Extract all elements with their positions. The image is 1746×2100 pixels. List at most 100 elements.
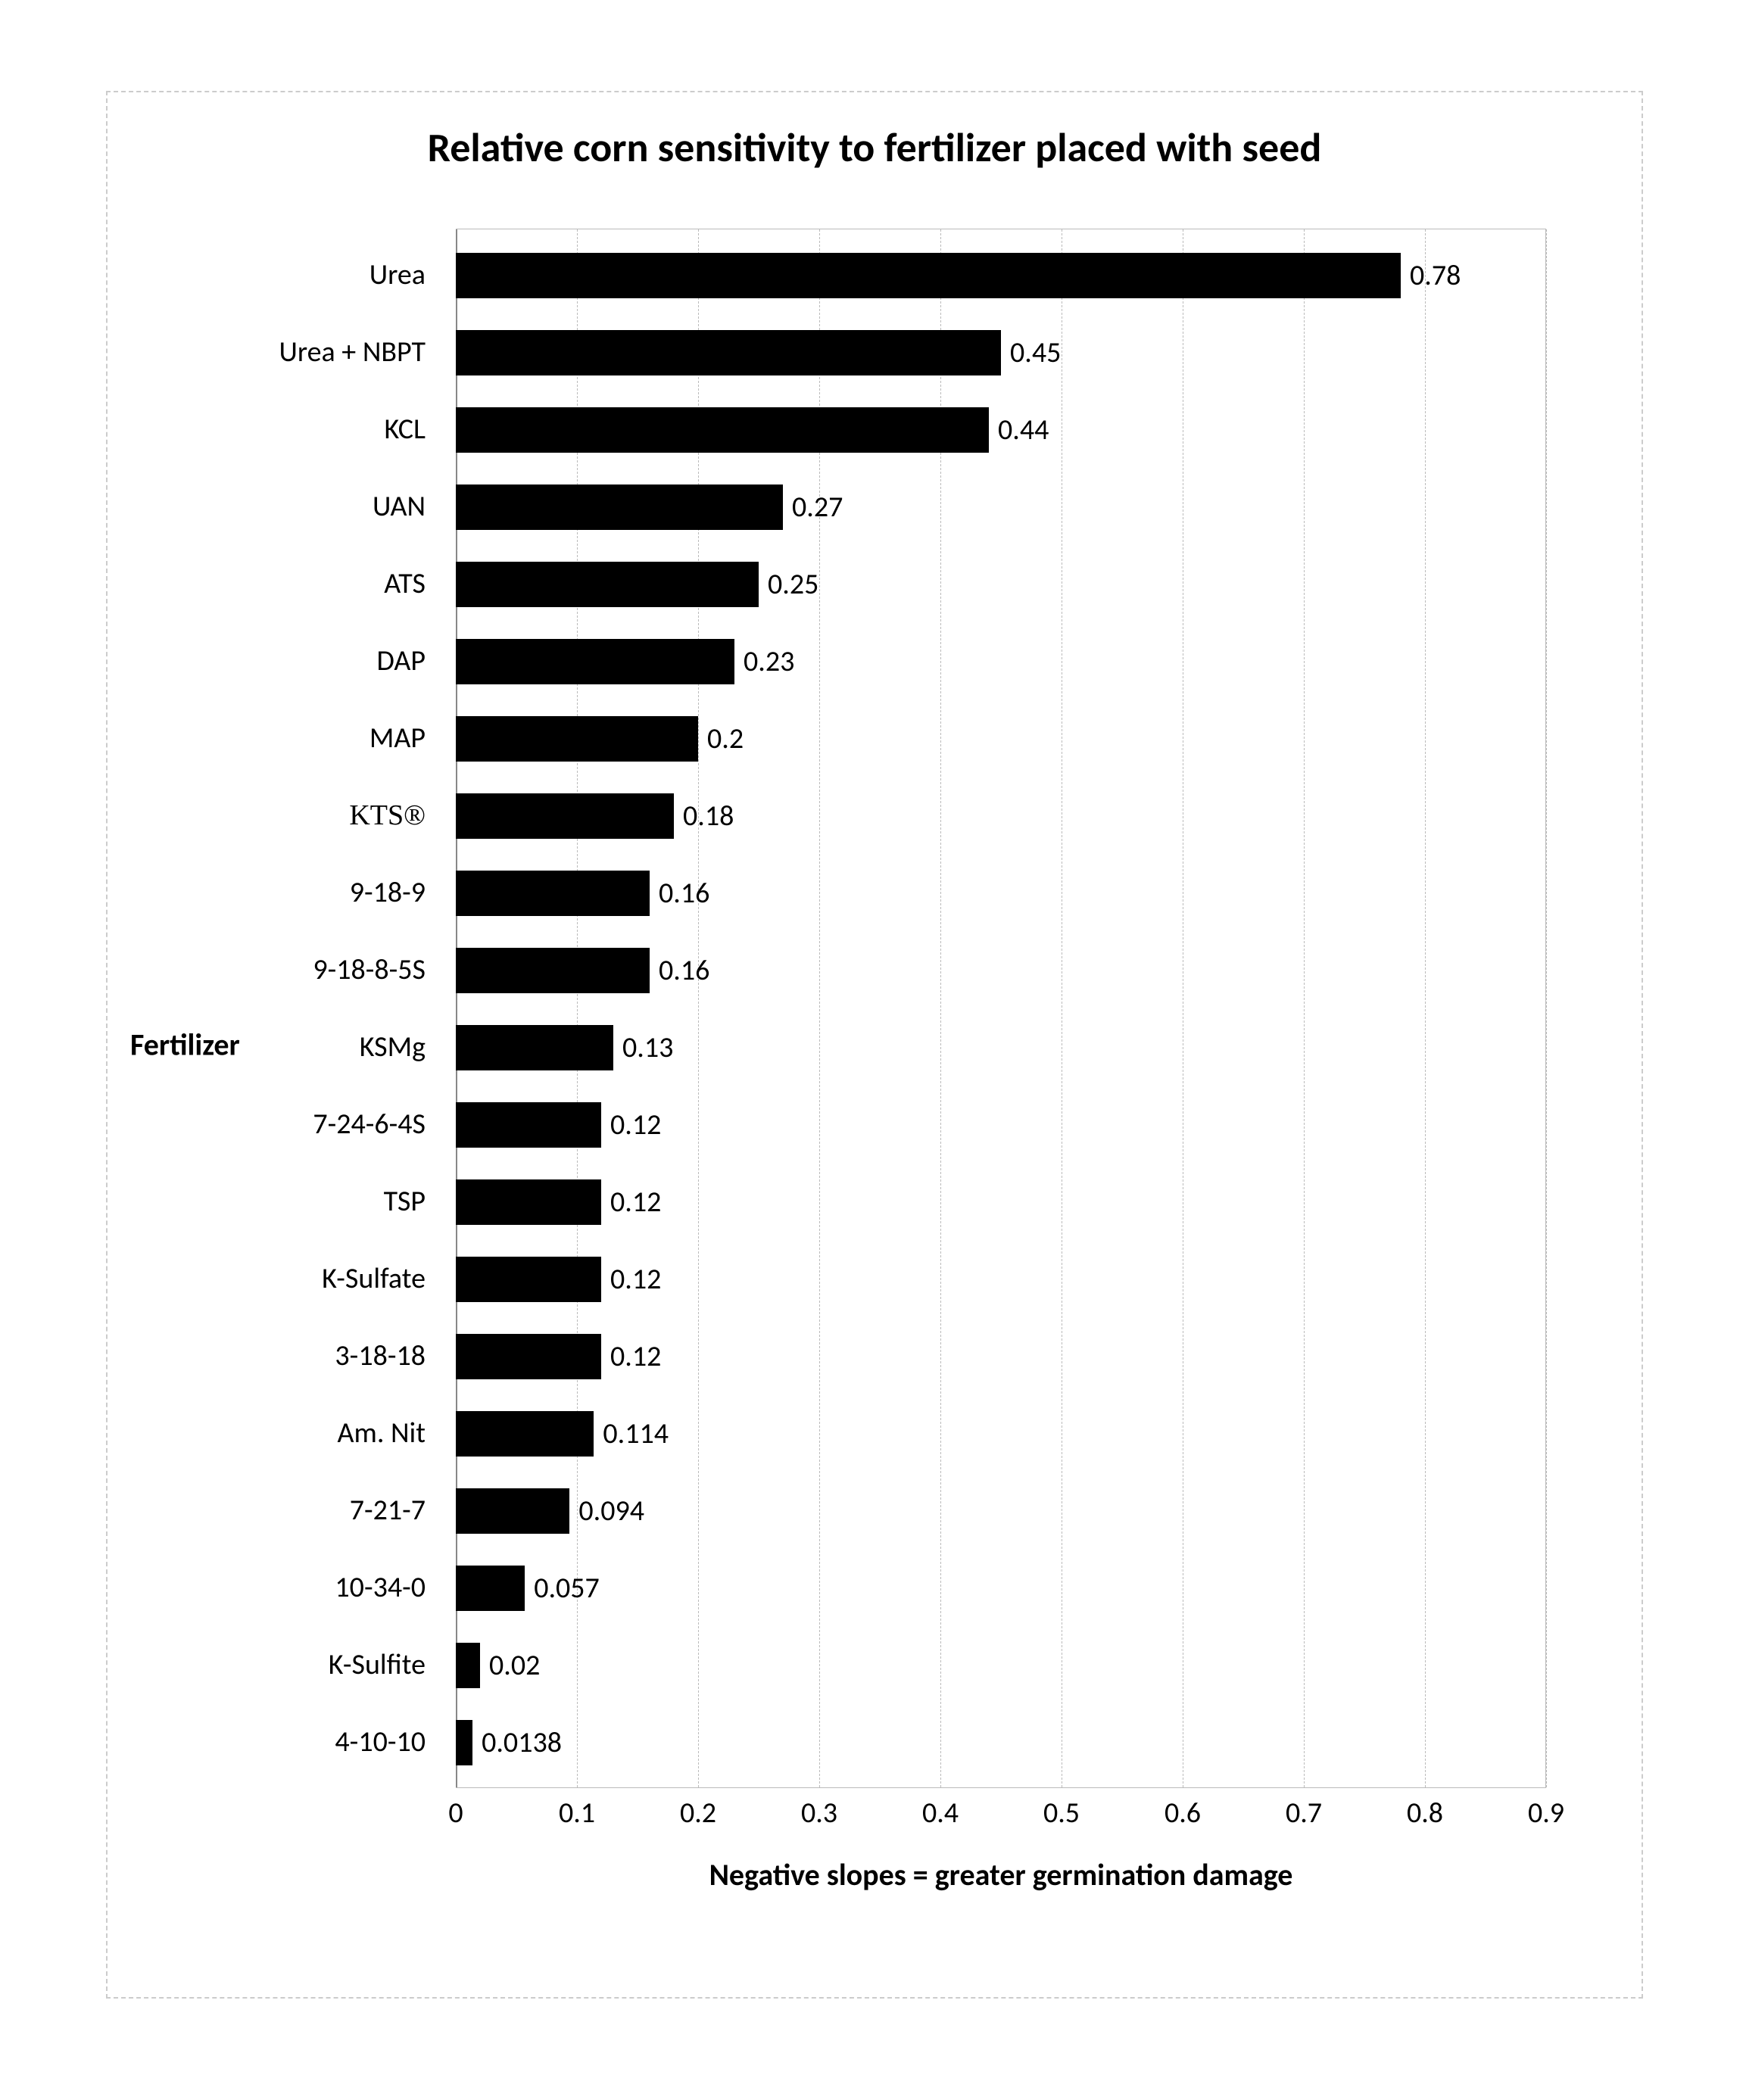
bar-row: 0.16 xyxy=(456,948,1545,993)
bar-row: 0.12 xyxy=(456,1102,1545,1148)
plot-area: 0.78 0.45 0.44 0.27 0.25 0.230.2 0.18 0.16 0.16 0… xyxy=(456,229,1546,1788)
bar-row: 0.114 xyxy=(456,1411,1545,1457)
outer-frame: Relative corn sensitivity to fertilizer … xyxy=(0,0,1746,2100)
category-label: ATS xyxy=(108,561,441,606)
category-label: 9-18-8-5S xyxy=(108,947,441,992)
gridline xyxy=(1546,229,1547,1787)
category-label: 7-21-7 xyxy=(108,1488,441,1533)
category-label: K-Sulfite xyxy=(108,1642,441,1687)
bar xyxy=(456,1102,601,1148)
bar-row: 0.78 xyxy=(456,253,1545,298)
bar xyxy=(456,1643,480,1688)
bar-row: 0.13 xyxy=(456,1025,1545,1070)
bar-value-label: 0.27 xyxy=(792,484,843,530)
gridline xyxy=(1425,229,1426,1787)
bar-value-label: 0.02 xyxy=(489,1643,540,1688)
bar xyxy=(456,253,1401,298)
category-label: 7-24-6-4S xyxy=(108,1101,441,1147)
xaxis-tick-label: 0.9 xyxy=(1516,1796,1576,1830)
bar xyxy=(456,793,674,839)
bar xyxy=(456,407,989,453)
bar-row: 0.44 xyxy=(456,407,1545,453)
bar-row: 0.45 xyxy=(456,330,1545,375)
xaxis-tick-label: 0.1 xyxy=(547,1796,607,1830)
gridline xyxy=(1304,229,1305,1787)
category-label: MAP xyxy=(108,715,441,761)
xaxis-tick-label: 0.4 xyxy=(910,1796,971,1830)
category-label: KTS® xyxy=(108,793,441,838)
bar-value-label: 0.16 xyxy=(659,948,709,993)
bar xyxy=(456,1411,594,1457)
bar-value-label: 0.18 xyxy=(683,793,734,839)
bar-row: 0.27 xyxy=(456,484,1545,530)
bar xyxy=(456,871,650,916)
bar xyxy=(456,562,759,607)
bar-row: 0.02 xyxy=(456,1643,1545,1688)
bar-row: 0.0138 xyxy=(456,1720,1545,1765)
bar xyxy=(456,1720,472,1765)
bar xyxy=(456,484,783,530)
bar-row: 0.25 xyxy=(456,562,1545,607)
xaxis-tick-label: 0.6 xyxy=(1152,1796,1213,1830)
bar-value-label: 0.16 xyxy=(659,871,709,916)
chart-frame: Relative corn sensitivity to fertilizer … xyxy=(106,91,1643,1999)
bar-row: 0.12 xyxy=(456,1334,1545,1379)
bar-value-label: 0.25 xyxy=(768,562,818,607)
gridline xyxy=(577,229,578,1787)
bar xyxy=(456,1025,613,1070)
bar-value-label: 0.12 xyxy=(610,1334,661,1379)
category-label: Am. Nit xyxy=(108,1410,441,1456)
bar-row: 0.16 xyxy=(456,871,1545,916)
bar-value-label: 0.057 xyxy=(534,1566,600,1611)
xaxis-tick-label: 0.5 xyxy=(1031,1796,1092,1830)
bar-value-label: 0.114 xyxy=(603,1411,669,1457)
bar xyxy=(456,1334,601,1379)
category-label: 4-10-10 xyxy=(108,1719,441,1765)
xaxis-tick-label: 0 xyxy=(426,1796,486,1830)
bar xyxy=(456,330,1001,375)
bar-row: 0.2 xyxy=(456,716,1545,762)
bar-value-label: 0.12 xyxy=(610,1102,661,1148)
category-label: 10-34-0 xyxy=(108,1565,441,1610)
bar xyxy=(456,1488,569,1534)
bar-row: 0.094 xyxy=(456,1488,1545,1534)
xaxis-tick-label: 0.2 xyxy=(668,1796,728,1830)
bar-value-label: 0.12 xyxy=(610,1257,661,1302)
bar-row: 0.18 xyxy=(456,793,1545,839)
bar-value-label: 0.12 xyxy=(610,1179,661,1225)
bar xyxy=(456,1179,601,1225)
bar xyxy=(456,1566,525,1611)
bar-row: 0.057 xyxy=(456,1566,1545,1611)
xaxis-tick-label: 0.7 xyxy=(1274,1796,1334,1830)
bar-value-label: 0.23 xyxy=(744,639,794,684)
bar xyxy=(456,1257,601,1302)
xaxis-tick-label: 0.8 xyxy=(1395,1796,1455,1830)
category-label: DAP xyxy=(108,638,441,684)
gridline xyxy=(819,229,820,1787)
bar-value-label: 0.13 xyxy=(622,1025,673,1070)
xaxis-tick-label: 0.3 xyxy=(789,1796,850,1830)
bar-value-label: 0.094 xyxy=(578,1488,644,1534)
gridline xyxy=(698,229,699,1787)
gridline xyxy=(456,229,457,1787)
bar-value-label: 0.78 xyxy=(1410,253,1461,298)
bar-value-label: 0.44 xyxy=(998,407,1049,453)
category-label: 9-18-9 xyxy=(108,870,441,915)
category-label: UAN xyxy=(108,484,441,529)
category-label: K-Sulfate xyxy=(108,1256,441,1301)
category-label: KSMg xyxy=(108,1024,441,1070)
xaxis-label: Negative slopes = greater germination da… xyxy=(456,1856,1546,1893)
gridline xyxy=(940,229,941,1787)
bar-row: 0.12 xyxy=(456,1257,1545,1302)
bar-row: 0.23 xyxy=(456,639,1545,684)
category-label: Urea xyxy=(108,252,441,298)
chart-title: Relative corn sensitivity to fertilizer … xyxy=(108,123,1642,173)
category-label: Urea + NBPT xyxy=(108,329,441,375)
bar-value-label: 0.2 xyxy=(707,716,744,762)
category-label: 3-18-18 xyxy=(108,1333,441,1379)
bar-row: 0.12 xyxy=(456,1179,1545,1225)
bar xyxy=(456,716,698,762)
bar-value-label: 0.0138 xyxy=(482,1720,562,1765)
bar xyxy=(456,639,734,684)
category-label: KCL xyxy=(108,407,441,452)
